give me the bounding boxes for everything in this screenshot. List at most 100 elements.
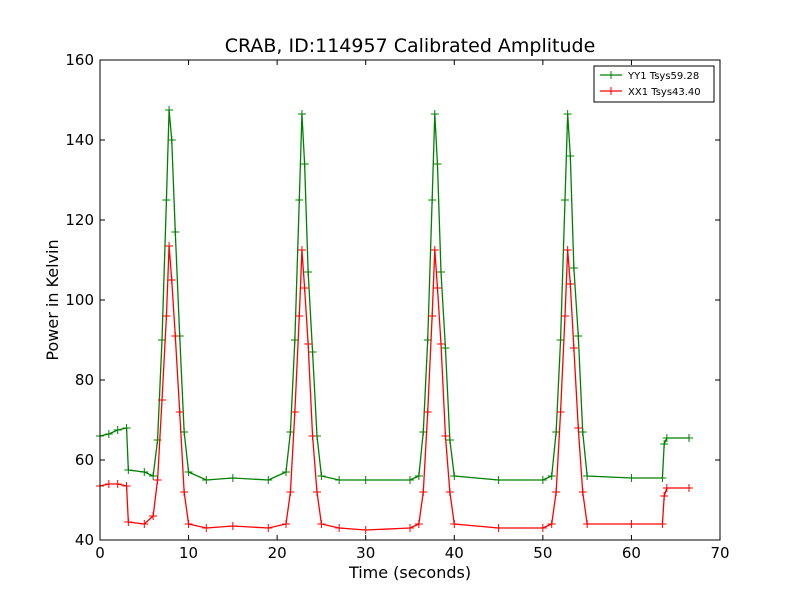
data-point — [228, 474, 237, 482]
data-point — [566, 152, 575, 160]
x-tick-label: 70 — [710, 544, 729, 562]
y-tick-label: 80 — [75, 371, 94, 389]
data-point — [685, 434, 693, 442]
data-point — [304, 268, 313, 276]
data-point — [569, 264, 578, 272]
data-point — [286, 488, 295, 496]
data-point — [414, 520, 423, 528]
data-point — [583, 520, 592, 528]
data-point — [153, 476, 162, 484]
data-point — [202, 476, 211, 484]
data-point — [290, 408, 299, 416]
plot-area: 0 10 20 30 40 50 60 70 40 60 80 100 120 140 160 — [65, 51, 729, 562]
data-point — [286, 428, 295, 436]
x-tick-label: 20 — [268, 544, 287, 562]
data-point — [445, 436, 454, 444]
data-point — [295, 312, 304, 320]
data-point — [441, 432, 450, 440]
data-point — [317, 520, 326, 528]
legend-label: YY1 Tsys59.28 — [627, 71, 699, 82]
data-point — [104, 480, 113, 488]
data-point — [552, 488, 561, 496]
data-point — [361, 526, 370, 534]
x-tick-label: 0 — [95, 544, 105, 562]
data-point — [556, 336, 565, 344]
data-point — [450, 520, 459, 528]
data-point — [423, 336, 432, 344]
data-point — [423, 408, 432, 416]
data-point — [113, 426, 122, 434]
data-point — [228, 522, 237, 530]
x-tick-label: 10 — [179, 544, 198, 562]
data-point — [538, 524, 547, 532]
data-point — [149, 472, 158, 480]
data-point — [175, 408, 184, 416]
data-point — [494, 524, 503, 532]
data-point — [662, 434, 671, 442]
data-point — [430, 246, 439, 254]
series-markers-1 — [96, 242, 693, 534]
x-axis-label: Time (seconds) — [348, 563, 471, 582]
data-point — [180, 488, 189, 496]
data-point — [494, 476, 503, 484]
data-point — [547, 472, 556, 480]
data-point — [202, 524, 211, 532]
data-point — [561, 312, 569, 320]
data-point — [140, 520, 149, 528]
data-point — [578, 428, 587, 436]
y-tick-label: 140 — [65, 131, 94, 149]
x-tick-label: 50 — [533, 544, 552, 562]
data-point — [433, 160, 442, 168]
data-point — [660, 492, 669, 500]
data-point — [335, 524, 344, 532]
data-point — [437, 268, 445, 276]
data-point — [297, 110, 306, 118]
y-tick-label: 100 — [65, 291, 94, 309]
data-point — [658, 474, 667, 482]
data-point — [165, 242, 174, 250]
legend-label: XX1 Tsys43.40 — [628, 87, 701, 98]
data-point — [300, 284, 309, 292]
data-point — [569, 344, 578, 352]
chart-title: CRAB, ID:114957 Calibrated Amplitude — [225, 35, 596, 57]
legend-marker — [607, 87, 615, 95]
legend-marker — [607, 71, 615, 79]
data-point — [574, 424, 583, 432]
data-point — [297, 246, 306, 254]
y-tick-label: 60 — [75, 451, 94, 469]
data-point — [445, 488, 454, 496]
series-line-0 — [99, 109, 689, 481]
data-point — [171, 332, 180, 340]
y-tick-label: 120 — [65, 211, 94, 229]
data-point — [184, 468, 193, 476]
series-markers-0 — [96, 106, 693, 484]
data-point — [578, 488, 587, 496]
data-point — [300, 160, 309, 168]
x-tick-label: 60 — [622, 544, 641, 562]
data-point — [563, 246, 572, 254]
data-point — [308, 432, 317, 440]
data-point — [419, 488, 428, 496]
data-point — [162, 312, 171, 320]
data-point — [433, 284, 442, 292]
data-point — [308, 348, 317, 356]
data-point — [290, 336, 299, 344]
data-point — [627, 520, 636, 528]
data-point — [113, 480, 122, 488]
data-point — [171, 228, 180, 236]
data-point — [406, 524, 414, 532]
data-point — [662, 484, 671, 492]
x-tick-label: 40 — [445, 544, 464, 562]
data-point — [313, 488, 321, 496]
data-point — [660, 440, 669, 448]
data-point — [104, 430, 113, 438]
data-point — [428, 312, 437, 320]
data-point — [561, 196, 569, 204]
data-point — [441, 344, 450, 352]
data-point — [583, 472, 592, 480]
data-point — [282, 468, 290, 476]
plot-frame — [99, 59, 721, 541]
data-point — [158, 396, 166, 404]
y-tick-label: 40 — [75, 531, 94, 549]
